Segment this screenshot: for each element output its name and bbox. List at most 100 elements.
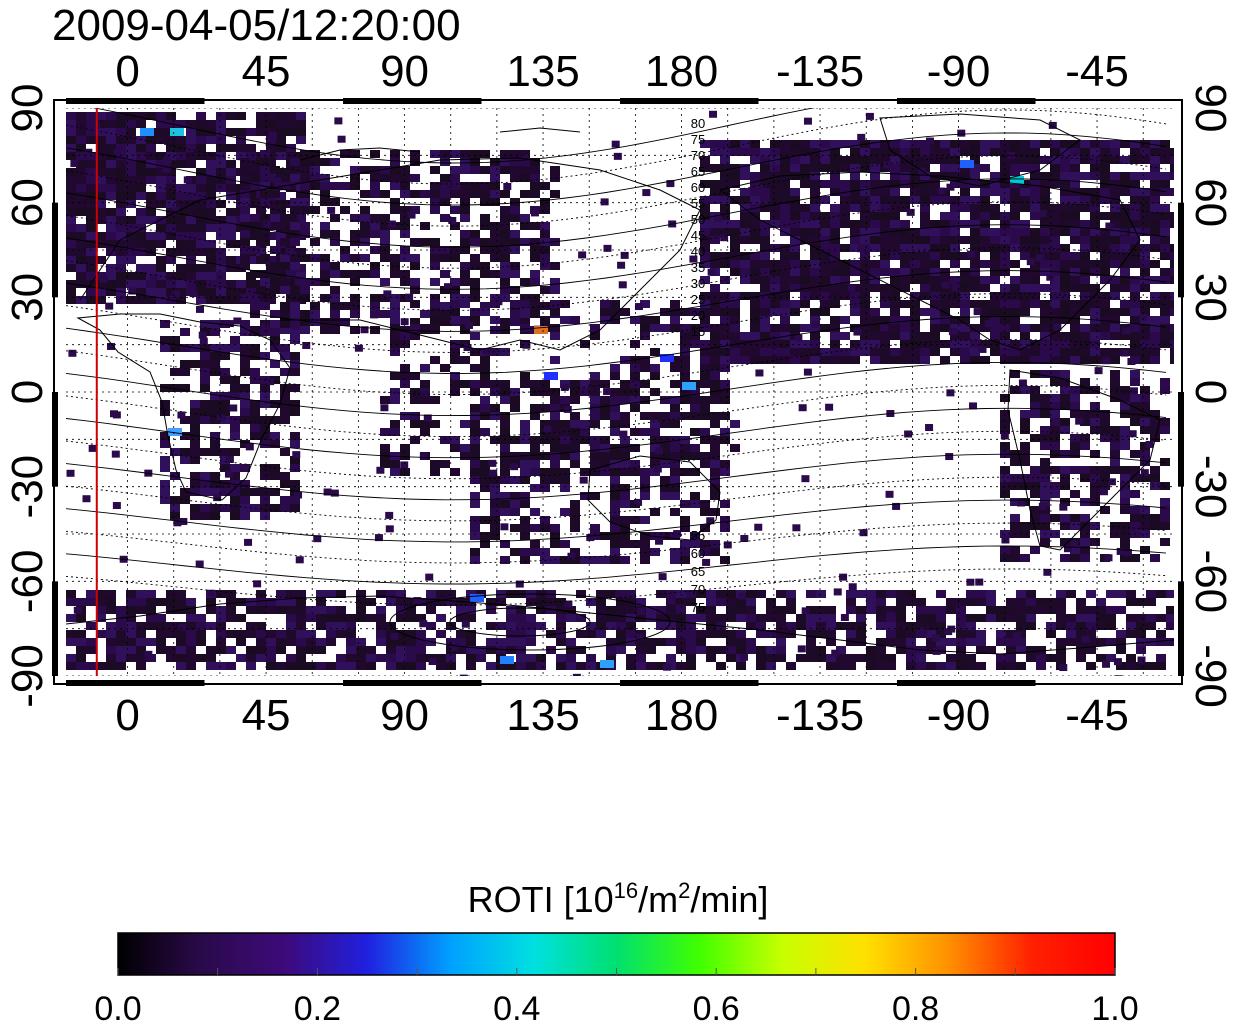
roti-cell [920, 260, 930, 268]
roti-cell [1086, 638, 1096, 646]
roti-cell [530, 412, 540, 420]
roti-cell [190, 416, 200, 424]
roti-cell [216, 112, 226, 120]
roti-cell [876, 654, 886, 662]
roti-cell [920, 292, 930, 300]
roti-cell [1000, 228, 1010, 236]
roti-cell [710, 292, 720, 300]
roti-cell [600, 308, 610, 316]
roti-cell [1170, 292, 1174, 300]
coast-africa [76, 313, 291, 501]
roti-cell [738, 592, 747, 600]
roti-cell [1090, 410, 1100, 418]
roti-cell [200, 416, 210, 424]
roti-cell [330, 302, 340, 310]
roti-cell [240, 294, 250, 302]
roti-cell [166, 144, 176, 152]
roti-cell [880, 300, 890, 308]
roti-cell [1060, 252, 1070, 260]
roti-cell [270, 464, 280, 472]
roti-cell [706, 590, 716, 598]
roti-cell [1076, 598, 1086, 606]
roti-cell [896, 638, 906, 646]
roti-cell [146, 654, 156, 662]
roti-cell [1130, 140, 1140, 148]
roti-cell [700, 292, 710, 300]
roti-cell [830, 348, 840, 356]
roti-cell [1100, 434, 1110, 442]
roti-cell [830, 188, 840, 196]
roti-cell [570, 380, 580, 388]
roti-cell [186, 638, 196, 646]
roti-cell [1070, 394, 1080, 402]
roti-cell [530, 436, 540, 444]
roti-cell [390, 254, 400, 262]
roti-cell [1076, 646, 1086, 654]
roti-cell [650, 508, 660, 516]
roti-cell [540, 404, 550, 412]
roti-cell [470, 166, 480, 174]
roti-cell [1110, 260, 1120, 268]
roti-cell [980, 324, 990, 332]
colorbar-tick-label: 0.0 [94, 990, 141, 1024]
roti-cell [655, 537, 664, 545]
colorbar-title: ROTI [1016/m2/min] [468, 878, 769, 920]
roti-cell [826, 662, 836, 670]
roti-cell [740, 276, 750, 284]
roti-cell [183, 176, 192, 184]
roti-cell [380, 428, 390, 436]
contour-south-pole-inner [449, 607, 591, 637]
roti-cell [480, 222, 490, 230]
roti-cell [1145, 440, 1154, 448]
roti-cell [950, 172, 960, 180]
roti-cell [750, 348, 760, 356]
roti-cell [801, 475, 810, 483]
roti-cell [710, 252, 720, 260]
roti-cell [260, 392, 270, 400]
roti-cell [450, 356, 460, 364]
roti-cell [416, 662, 426, 670]
roti-cell [636, 646, 646, 654]
roti-cell [96, 296, 106, 304]
roti-cell [830, 236, 840, 244]
roti-cell [196, 192, 206, 200]
roti-cell [280, 416, 290, 424]
roti-cell [146, 614, 156, 622]
roti-cell [1160, 156, 1170, 164]
roti-cell [420, 324, 430, 332]
frame-bar-top [66, 98, 205, 104]
roti-cell [956, 646, 966, 654]
roti-cell [1066, 622, 1076, 630]
roti-cell [620, 460, 630, 468]
roti-cell [730, 228, 740, 236]
roti-cell [1020, 410, 1030, 418]
roti-cell [700, 156, 710, 164]
roti-cell [1030, 164, 1040, 172]
roti-cell [266, 646, 276, 654]
roti-cell [1080, 276, 1090, 284]
roti-cell [850, 260, 860, 268]
roti-cell [1030, 522, 1040, 530]
roti-cell [906, 638, 916, 646]
roti-cell [640, 476, 650, 484]
roti-cell [176, 288, 186, 296]
roti-cell [937, 187, 946, 195]
roti-cell [586, 534, 595, 542]
roti-cell [216, 120, 226, 128]
roti-cell [910, 156, 920, 164]
roti-cell [216, 272, 226, 280]
roti-cell [1070, 180, 1080, 188]
roti-cell [670, 396, 680, 404]
roti-cell [1040, 402, 1050, 410]
roti-cell [570, 316, 580, 324]
roti-cell [480, 308, 490, 316]
roti-cell [337, 135, 346, 143]
roti-cell [770, 356, 780, 364]
roti-cell [951, 283, 960, 291]
roti-cell [220, 368, 230, 376]
roti-cell [976, 646, 986, 654]
roti-cell [1090, 386, 1100, 394]
roti-cell [1140, 348, 1150, 356]
roti-cell [1150, 276, 1160, 284]
roti-cell [866, 598, 876, 606]
